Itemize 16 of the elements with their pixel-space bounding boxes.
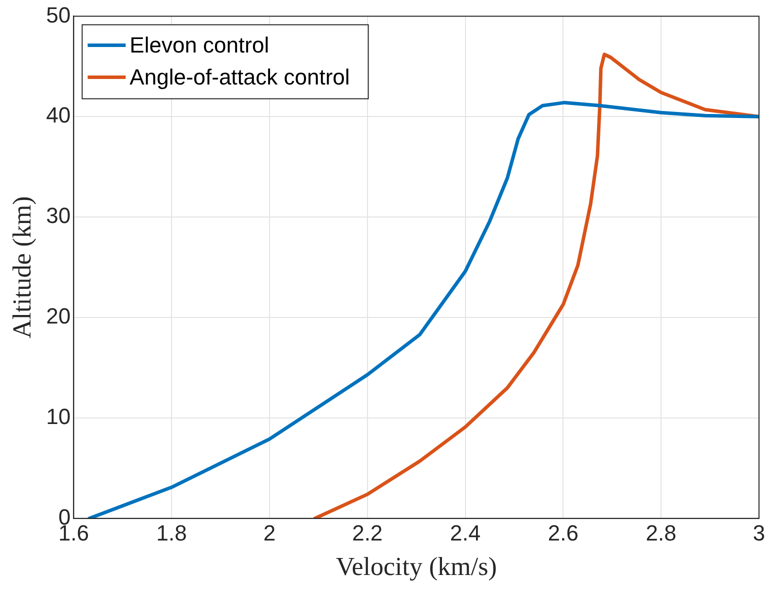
y-axis-title: Altitude (km) <box>7 196 36 338</box>
y-tick-label: 50 <box>46 2 71 28</box>
x-tick-label: 3 <box>752 520 766 546</box>
y-tick-label: 40 <box>46 102 71 128</box>
x-tick-label: 2 <box>263 520 276 546</box>
x-axis-title: Velocity (km/s) <box>336 552 497 582</box>
legend-label: Angle-of-attack control <box>130 64 350 90</box>
x-tick-label: 2.8 <box>646 520 676 546</box>
y-tick-label: 30 <box>46 203 71 228</box>
y-tick-label: 10 <box>46 404 71 430</box>
x-tick-label: 2.6 <box>548 520 578 546</box>
y-tick-label: 20 <box>46 304 71 329</box>
x-tick-label: 2.4 <box>450 520 481 546</box>
x-tick-label: 2.2 <box>352 520 383 546</box>
legend-label: Elevon control <box>130 32 270 58</box>
x-tick-label: 1.8 <box>156 520 187 546</box>
